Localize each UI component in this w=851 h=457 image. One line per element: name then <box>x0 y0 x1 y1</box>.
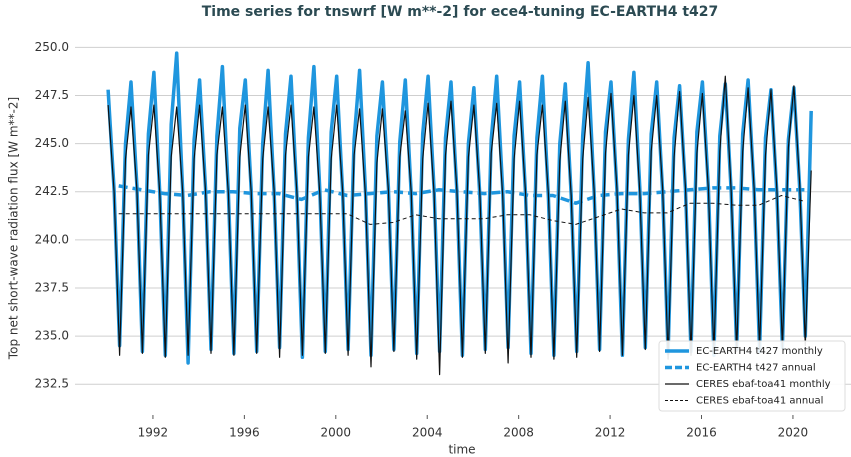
series-line <box>118 195 805 225</box>
x-tick-label: 1996 <box>229 426 260 440</box>
y-tick-label: 240.0 <box>35 232 69 246</box>
legend-label: CERES ebaf-toa41 monthly <box>696 379 831 390</box>
legend-label: EC-EARTH4 t427 annual <box>696 363 816 374</box>
x-tick-label: 1992 <box>138 426 169 440</box>
x-tick-label: 2020 <box>778 426 809 440</box>
chart-title: Time series for tnswrf [W m**-2] for ece… <box>202 4 719 20</box>
y-tick-label: 235.0 <box>35 329 69 343</box>
y-tick-label: 232.5 <box>35 377 69 391</box>
y-tick-label: 245.0 <box>35 136 69 150</box>
x-tick-label: 2000 <box>321 426 352 440</box>
series-line <box>118 184 805 205</box>
x-tick-label: 2008 <box>503 426 534 440</box>
legend-box <box>658 340 846 412</box>
y-tick-label: 242.5 <box>35 184 69 198</box>
x-tick-label: 2016 <box>686 426 717 440</box>
x-tick-label: 2012 <box>595 426 626 440</box>
y-axis-label: Top net short-wave radiation flux [W m**… <box>7 97 21 360</box>
y-tick-label: 250.0 <box>35 40 69 54</box>
legend-label: EC-EARTH4 t427 monthly <box>696 346 823 357</box>
legend-label: CERES ebaf-toa41 annual <box>696 396 823 407</box>
x-tick-label: 2004 <box>412 426 443 440</box>
legend: EC-EARTH4 t427 monthly EC-EARTH4 t427 ann… <box>658 340 846 412</box>
y-tick-label: 237.5 <box>35 280 69 294</box>
series-line <box>106 51 813 365</box>
series-line <box>107 75 812 376</box>
x-axis-label: time <box>448 443 475 457</box>
y-tick-label: 247.5 <box>35 88 69 102</box>
